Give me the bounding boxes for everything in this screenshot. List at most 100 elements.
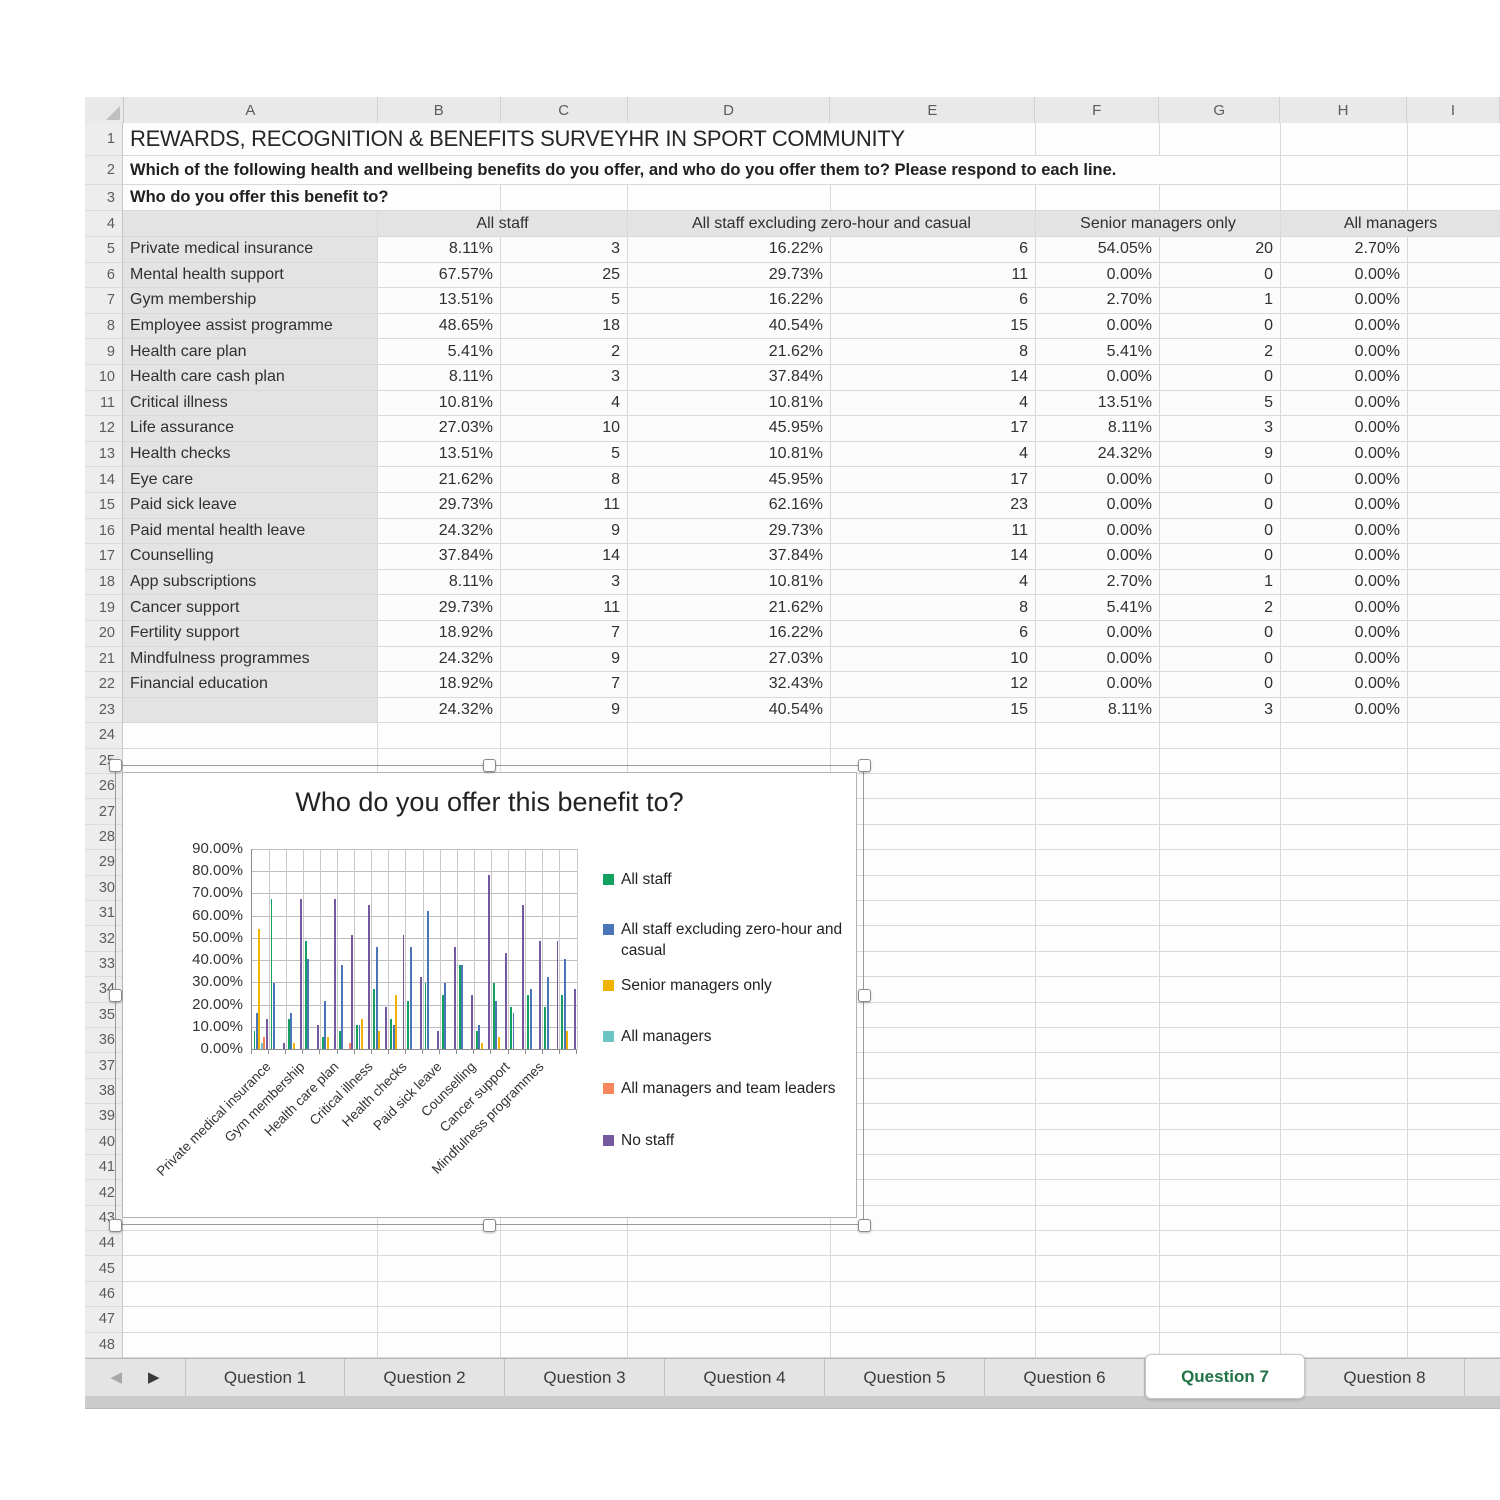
cell[interactable]: 10 [500, 416, 627, 441]
tab-question-2[interactable]: Question 2 [345, 1359, 505, 1396]
cell[interactable] [1280, 926, 1407, 951]
cell[interactable] [830, 1281, 1035, 1307]
cell[interactable] [1280, 1256, 1407, 1281]
column-header-E[interactable]: E [830, 97, 1036, 123]
cell[interactable]: 15 [830, 697, 1035, 723]
cell[interactable]: 2.70% [1280, 237, 1407, 262]
cell[interactable] [1407, 951, 1500, 977]
cell[interactable]: 16.22% [627, 620, 830, 646]
row-header-17[interactable]: 17 [85, 544, 122, 570]
cell[interactable] [1280, 1205, 1407, 1231]
cell[interactable]: 45.95% [627, 467, 830, 492]
cell[interactable] [1035, 185, 1159, 210]
cell[interactable] [1159, 185, 1280, 210]
column-header-F[interactable]: F [1035, 97, 1160, 123]
cell[interactable]: 8 [830, 339, 1035, 364]
cell[interactable] [123, 723, 377, 748]
cell[interactable]: 0.00% [1280, 595, 1407, 620]
cell[interactable]: 10.81% [627, 569, 830, 595]
cell[interactable] [627, 185, 830, 210]
benefits-chart[interactable]: Who do you offer this benefit to? 0.00% 1… [122, 772, 857, 1218]
cell[interactable]: 37.84% [627, 544, 830, 569]
cell[interactable]: 17 [830, 467, 1035, 492]
cell[interactable] [1407, 977, 1500, 1002]
cell[interactable]: Who do you offer this benefit to? [123, 185, 500, 210]
tab-question-8[interactable]: Question 8 [1305, 1359, 1465, 1396]
cell[interactable] [1159, 799, 1280, 824]
row-header-46[interactable]: 46 [85, 1282, 122, 1308]
selection-handle[interactable] [108, 1218, 122, 1232]
column-header-G[interactable]: G [1159, 97, 1281, 123]
cell[interactable] [830, 774, 1035, 799]
cell[interactable]: 9 [1159, 441, 1280, 467]
select-all-corner[interactable] [85, 97, 124, 123]
cell[interactable]: 0.00% [1035, 364, 1159, 390]
cell[interactable] [1407, 850, 1500, 875]
cell[interactable]: 15 [830, 313, 1035, 339]
cell[interactable] [1159, 1256, 1280, 1281]
benefit-label-cell[interactable]: Counselling [123, 544, 377, 569]
benefit-label-cell[interactable]: Gym membership [123, 288, 377, 313]
cell[interactable] [1159, 951, 1280, 977]
cell[interactable] [1280, 748, 1407, 774]
cell[interactable] [830, 1154, 1035, 1180]
cell[interactable] [1407, 467, 1500, 492]
cell[interactable]: 3 [1159, 416, 1280, 441]
row-header-32[interactable]: 32 [85, 926, 122, 952]
cell[interactable] [627, 1231, 830, 1256]
cell[interactable] [1407, 748, 1500, 774]
cell[interactable] [1280, 799, 1407, 824]
group-header-4[interactable]: All managers [1280, 211, 1500, 236]
column-header-H[interactable]: H [1280, 97, 1408, 123]
cell[interactable]: 6 [830, 237, 1035, 262]
cell[interactable]: 14 [830, 544, 1035, 569]
row-header-11[interactable]: 11 [85, 391, 122, 417]
row-header-6[interactable]: 6 [85, 263, 122, 289]
cell[interactable]: 8.11% [377, 237, 500, 262]
cell[interactable]: 0.00% [1280, 569, 1407, 595]
row-header-7[interactable]: 7 [85, 288, 122, 314]
row-header-35[interactable]: 35 [85, 1003, 122, 1028]
cell[interactable] [500, 185, 627, 210]
cell[interactable]: 40.54% [627, 313, 830, 339]
cell[interactable] [1280, 1129, 1407, 1154]
cell[interactable]: 0.00% [1035, 518, 1159, 544]
cell[interactable] [1159, 1053, 1280, 1078]
cell[interactable]: 18.92% [377, 672, 500, 697]
cell[interactable] [1407, 1281, 1500, 1307]
cell[interactable] [1035, 748, 1159, 774]
cell[interactable] [1280, 1154, 1407, 1180]
cell[interactable]: 0.00% [1035, 492, 1159, 518]
cell[interactable] [377, 1307, 500, 1332]
cell[interactable]: 21.62% [627, 595, 830, 620]
cell[interactable] [830, 1053, 1035, 1078]
cell[interactable] [1280, 850, 1407, 875]
cell[interactable]: 37.84% [627, 364, 830, 390]
cell[interactable] [1280, 723, 1407, 748]
cell[interactable]: 5.41% [1035, 339, 1159, 364]
cell[interactable] [1159, 1154, 1280, 1180]
cell[interactable]: 0 [1159, 518, 1280, 544]
cell[interactable]: 3 [500, 569, 627, 595]
cell[interactable] [830, 185, 1035, 210]
cell[interactable] [1035, 1154, 1159, 1180]
row-header-45[interactable]: 45 [85, 1256, 122, 1282]
cell[interactable]: 0.00% [1035, 544, 1159, 569]
row-header-27[interactable]: 27 [85, 799, 122, 825]
cell[interactable] [1159, 1332, 1280, 1358]
cell[interactable] [627, 1332, 830, 1358]
cell[interactable]: 10.81% [627, 390, 830, 416]
cell[interactable] [1035, 977, 1159, 1002]
cell[interactable] [1407, 672, 1500, 697]
cell[interactable] [1407, 441, 1500, 467]
cell[interactable]: 62.16% [627, 492, 830, 518]
cell[interactable] [500, 1332, 627, 1358]
cell[interactable] [1407, 799, 1500, 824]
cell[interactable] [123, 1231, 377, 1256]
cell[interactable] [1035, 1281, 1159, 1307]
cell[interactable]: 5 [500, 288, 627, 313]
benefit-label-cell[interactable]: App subscriptions [123, 569, 377, 595]
cell[interactable] [1407, 492, 1500, 518]
cell[interactable] [830, 875, 1035, 901]
row-header-20[interactable]: 20 [85, 621, 122, 647]
